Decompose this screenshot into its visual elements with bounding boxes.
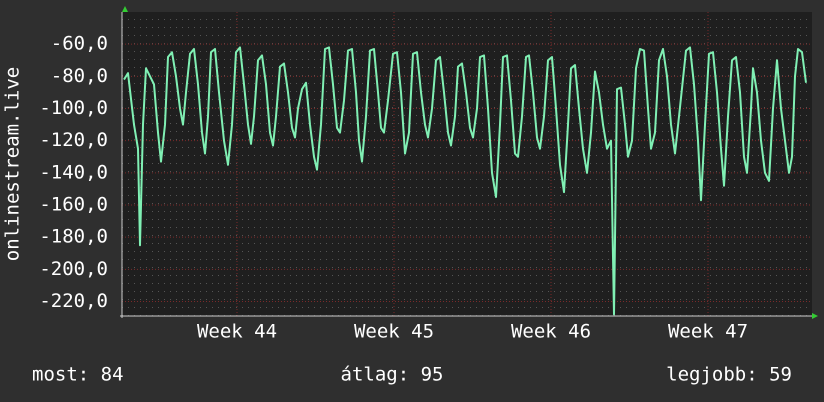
- x-tick-label: Week 45: [354, 321, 434, 343]
- minor-grid: [122, 12, 812, 316]
- y-tick-label: -100,0: [39, 97, 108, 119]
- y-tick-label: -60,0: [51, 33, 108, 55]
- footer-current: most: 84: [32, 364, 124, 386]
- series: [123, 46, 807, 316]
- y-tick-label: -120,0: [39, 129, 108, 151]
- y-tick-label: -200,0: [39, 258, 108, 280]
- grid: [122, 12, 812, 316]
- series-line: [123, 46, 807, 316]
- y-tick-label: -80,0: [51, 65, 108, 87]
- y-axis-arrow: [122, 6, 128, 12]
- y-tick-label: -160,0: [39, 194, 108, 216]
- y-tick-label: -220,0: [39, 290, 108, 312]
- x-tick-label: Week 46: [511, 321, 591, 343]
- y-tick-label: -140,0: [39, 161, 108, 183]
- x-axis-arrow: [812, 313, 818, 319]
- x-tick-label: Week 44: [197, 321, 277, 343]
- footer-best: legjobb: 59: [666, 364, 792, 386]
- x-tick-label: Week 47: [668, 321, 748, 343]
- tick-labels: -60,0 -80,0 -100,0 -120,0 -140,0 -160,0 -180,0…: [39, 33, 748, 343]
- y-tick-label: -180,0: [39, 226, 108, 248]
- footer-average: átlag: 95: [341, 364, 444, 386]
- y-axis-label: onlinestream.live: [2, 67, 24, 261]
